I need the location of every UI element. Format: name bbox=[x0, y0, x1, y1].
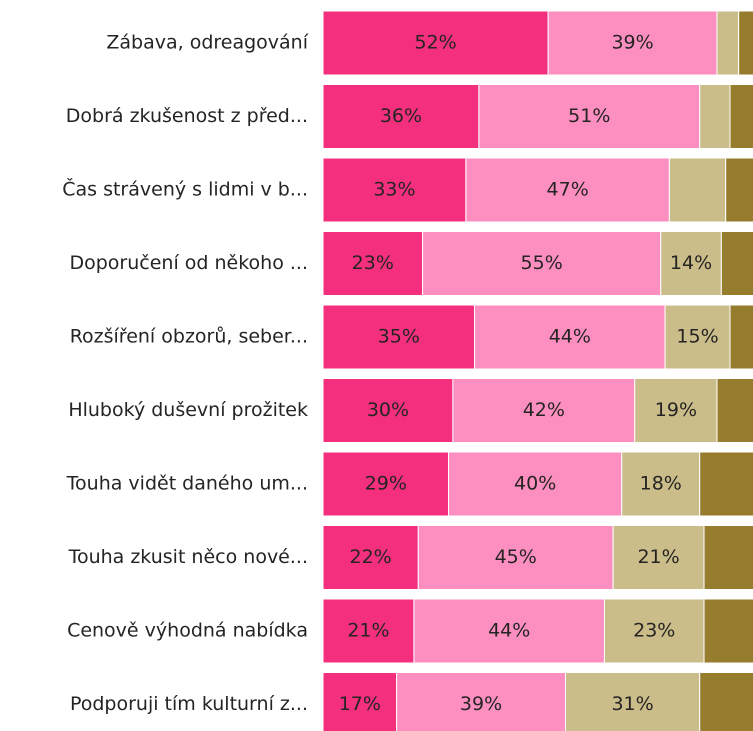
category-label: Cenově výhodná nabídka bbox=[67, 620, 308, 642]
category-label: Zábava, odreagování bbox=[106, 32, 308, 54]
bar-segment bbox=[664, 304, 731, 370]
bar-segment bbox=[478, 84, 701, 149]
category-label: Touha vidět daného um... bbox=[66, 473, 308, 495]
bar-segment bbox=[322, 598, 415, 664]
data-label: 18% bbox=[640, 473, 682, 495]
data-label: 17% bbox=[339, 693, 381, 715]
data-label: 29% bbox=[365, 473, 407, 495]
bar-segment bbox=[725, 157, 753, 223]
bar-segment bbox=[322, 10, 549, 76]
data-label: 21% bbox=[347, 620, 389, 642]
bar-segment bbox=[448, 451, 623, 517]
bar-segment bbox=[413, 598, 605, 664]
data-label: 30% bbox=[367, 399, 409, 421]
bar-segment bbox=[738, 10, 753, 76]
bar-segment bbox=[322, 304, 476, 370]
bar-segment bbox=[322, 84, 480, 149]
category-label: Doporučení od někoho ... bbox=[69, 252, 308, 274]
data-label: 35% bbox=[378, 326, 420, 348]
data-label: 45% bbox=[495, 546, 537, 568]
data-label: 40% bbox=[514, 473, 556, 495]
bar-segment bbox=[547, 10, 718, 76]
bar-segment bbox=[322, 451, 450, 517]
bar-segment bbox=[699, 451, 753, 517]
data-label: 42% bbox=[523, 399, 565, 421]
bar-segment bbox=[322, 231, 424, 296]
bar-segment bbox=[716, 10, 740, 76]
bar-segment bbox=[452, 378, 636, 443]
data-label: 21% bbox=[637, 546, 679, 568]
data-label: 23% bbox=[633, 620, 675, 642]
data-label: 19% bbox=[655, 399, 697, 421]
bar-segment bbox=[322, 157, 467, 223]
data-label: 39% bbox=[460, 693, 502, 715]
category-label: Dobrá zkušenost z před... bbox=[66, 105, 308, 127]
bar-segment bbox=[668, 157, 727, 223]
data-label: 55% bbox=[521, 252, 563, 274]
bar-segment bbox=[322, 672, 398, 731]
data-label: 14% bbox=[670, 252, 712, 274]
category-label: Podporuji tím kulturní z... bbox=[70, 693, 308, 715]
bar-segment bbox=[621, 451, 701, 517]
data-label: 22% bbox=[350, 546, 392, 568]
data-label: 33% bbox=[373, 179, 415, 201]
data-label: 15% bbox=[676, 326, 718, 348]
bar-segment bbox=[564, 672, 701, 731]
data-label: 36% bbox=[380, 105, 422, 127]
category-label: Hluboký duševní prožitek bbox=[68, 399, 308, 421]
bar-segment bbox=[612, 525, 705, 590]
data-label: 52% bbox=[414, 32, 456, 54]
bar-segment bbox=[465, 157, 670, 223]
bar-segment bbox=[422, 231, 662, 296]
data-label: 23% bbox=[352, 252, 394, 274]
bar-segment bbox=[716, 378, 753, 443]
data-label: 47% bbox=[547, 179, 589, 201]
bar-segment bbox=[729, 304, 753, 370]
data-label: 44% bbox=[488, 620, 530, 642]
bar-segment bbox=[703, 598, 753, 664]
data-label: 31% bbox=[611, 693, 653, 715]
bar-segment bbox=[396, 672, 566, 731]
category-label: Touha zkusit něco nové... bbox=[68, 546, 308, 568]
category-label: Rozšíření obzorů, seber... bbox=[70, 326, 308, 348]
bar-segment bbox=[720, 231, 753, 296]
bar-segment bbox=[322, 525, 419, 590]
data-label: 51% bbox=[568, 105, 610, 127]
bar-segment bbox=[660, 231, 722, 296]
bar-segment bbox=[699, 672, 753, 731]
bar-segment bbox=[729, 84, 753, 149]
bar-segment bbox=[417, 525, 614, 590]
bar-segment bbox=[322, 378, 454, 443]
data-label: 39% bbox=[611, 32, 653, 54]
bar-segment bbox=[703, 525, 753, 590]
category-label: Čas strávený s lidmi v b... bbox=[62, 177, 308, 201]
bar-segment bbox=[699, 84, 731, 149]
data-label: 44% bbox=[549, 326, 591, 348]
